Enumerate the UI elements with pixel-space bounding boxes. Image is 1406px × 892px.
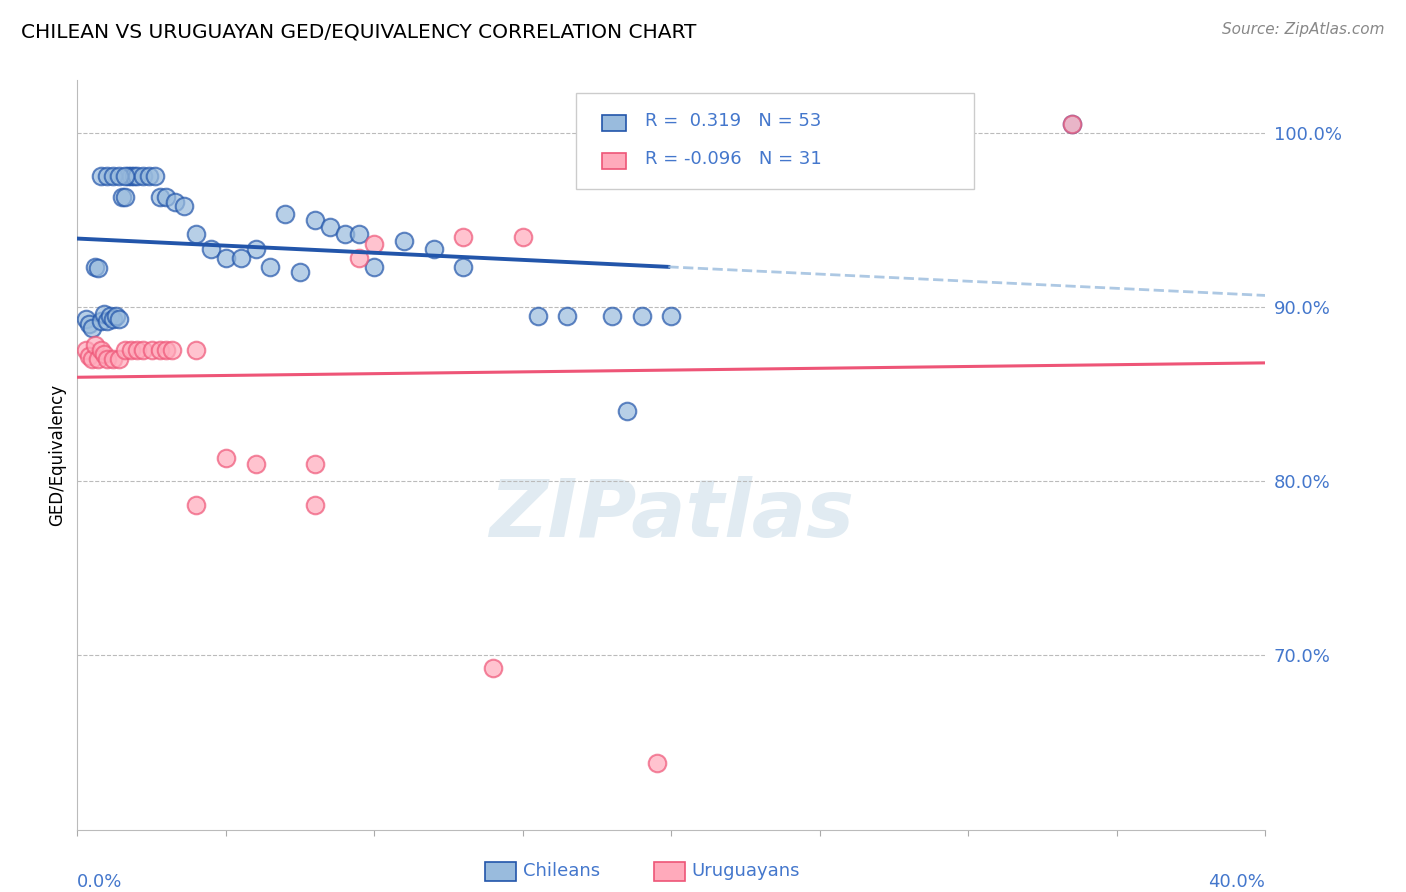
- Point: [165, 195, 187, 210]
- Text: Uruguayans: Uruguayans: [692, 863, 800, 880]
- Point: [87, 352, 110, 367]
- Point: [87, 261, 110, 276]
- Point: [349, 227, 371, 241]
- Point: [120, 343, 142, 358]
- Point: [173, 199, 195, 213]
- Point: [288, 265, 311, 279]
- Point: [392, 234, 415, 248]
- Point: [229, 251, 252, 265]
- Point: [274, 207, 297, 221]
- Point: [96, 352, 118, 367]
- Point: [149, 190, 172, 204]
- Point: [557, 309, 579, 323]
- Point: [155, 343, 177, 358]
- Point: [111, 190, 134, 204]
- Text: Source: ZipAtlas.com: Source: ZipAtlas.com: [1222, 22, 1385, 37]
- Point: [93, 307, 115, 321]
- Point: [349, 251, 371, 265]
- Point: [630, 309, 652, 323]
- Point: [600, 309, 623, 323]
- Point: [122, 169, 145, 183]
- Point: [512, 230, 534, 244]
- Point: [149, 343, 172, 358]
- Point: [90, 169, 112, 183]
- Point: [96, 169, 118, 183]
- Point: [453, 260, 475, 274]
- Point: [75, 312, 97, 326]
- Point: [215, 451, 238, 466]
- Point: [363, 237, 385, 252]
- Point: [453, 230, 475, 244]
- Text: 0.0%: 0.0%: [77, 873, 122, 891]
- Point: [108, 312, 131, 326]
- Point: [120, 169, 142, 183]
- Point: [90, 343, 112, 358]
- Point: [98, 309, 121, 323]
- Point: [117, 169, 139, 183]
- Point: [108, 169, 131, 183]
- Point: [304, 212, 326, 227]
- FancyBboxPatch shape: [576, 93, 974, 189]
- Point: [96, 314, 118, 328]
- Point: [155, 190, 177, 204]
- Point: [138, 169, 160, 183]
- Point: [104, 309, 127, 323]
- FancyBboxPatch shape: [602, 115, 626, 131]
- Point: [363, 260, 385, 274]
- Point: [114, 190, 136, 204]
- Point: [616, 404, 638, 418]
- Point: [77, 349, 100, 363]
- Point: [101, 169, 124, 183]
- Point: [304, 499, 326, 513]
- Point: [84, 260, 107, 274]
- Point: [186, 499, 208, 513]
- Point: [114, 343, 136, 358]
- Point: [125, 169, 148, 183]
- Text: CHILEAN VS URUGUAYAN GED/EQUIVALENCY CORRELATION CHART: CHILEAN VS URUGUAYAN GED/EQUIVALENCY COR…: [21, 22, 696, 41]
- Point: [82, 352, 104, 367]
- Point: [482, 660, 505, 674]
- Point: [186, 343, 208, 358]
- Point: [422, 242, 444, 256]
- Point: [661, 309, 683, 323]
- FancyBboxPatch shape: [602, 153, 626, 169]
- Point: [304, 457, 326, 471]
- Text: Chileans: Chileans: [523, 863, 600, 880]
- Text: R =  0.319   N = 53: R = 0.319 N = 53: [645, 112, 821, 130]
- Point: [141, 343, 163, 358]
- Point: [1062, 117, 1084, 131]
- Point: [125, 343, 148, 358]
- Point: [75, 343, 97, 358]
- Point: [84, 338, 107, 352]
- Point: [162, 343, 184, 358]
- Point: [93, 347, 115, 361]
- Point: [645, 756, 668, 771]
- Point: [108, 352, 131, 367]
- Text: R = -0.096   N = 31: R = -0.096 N = 31: [645, 150, 823, 168]
- Point: [1062, 117, 1084, 131]
- Point: [101, 312, 124, 326]
- Point: [114, 169, 136, 183]
- Point: [143, 169, 166, 183]
- Point: [215, 251, 238, 265]
- Point: [82, 320, 104, 334]
- Point: [526, 309, 548, 323]
- Point: [90, 314, 112, 328]
- Point: [101, 352, 124, 367]
- Y-axis label: GED/Equivalency: GED/Equivalency: [48, 384, 66, 526]
- Point: [333, 227, 356, 241]
- Point: [131, 169, 153, 183]
- Text: ZIPatlas: ZIPatlas: [489, 475, 853, 554]
- Point: [131, 343, 153, 358]
- Point: [319, 219, 342, 234]
- Point: [259, 260, 281, 274]
- Point: [245, 242, 267, 256]
- Point: [245, 457, 267, 471]
- Point: [186, 227, 208, 241]
- Text: 40.0%: 40.0%: [1209, 873, 1265, 891]
- Point: [77, 317, 100, 331]
- Point: [200, 242, 222, 256]
